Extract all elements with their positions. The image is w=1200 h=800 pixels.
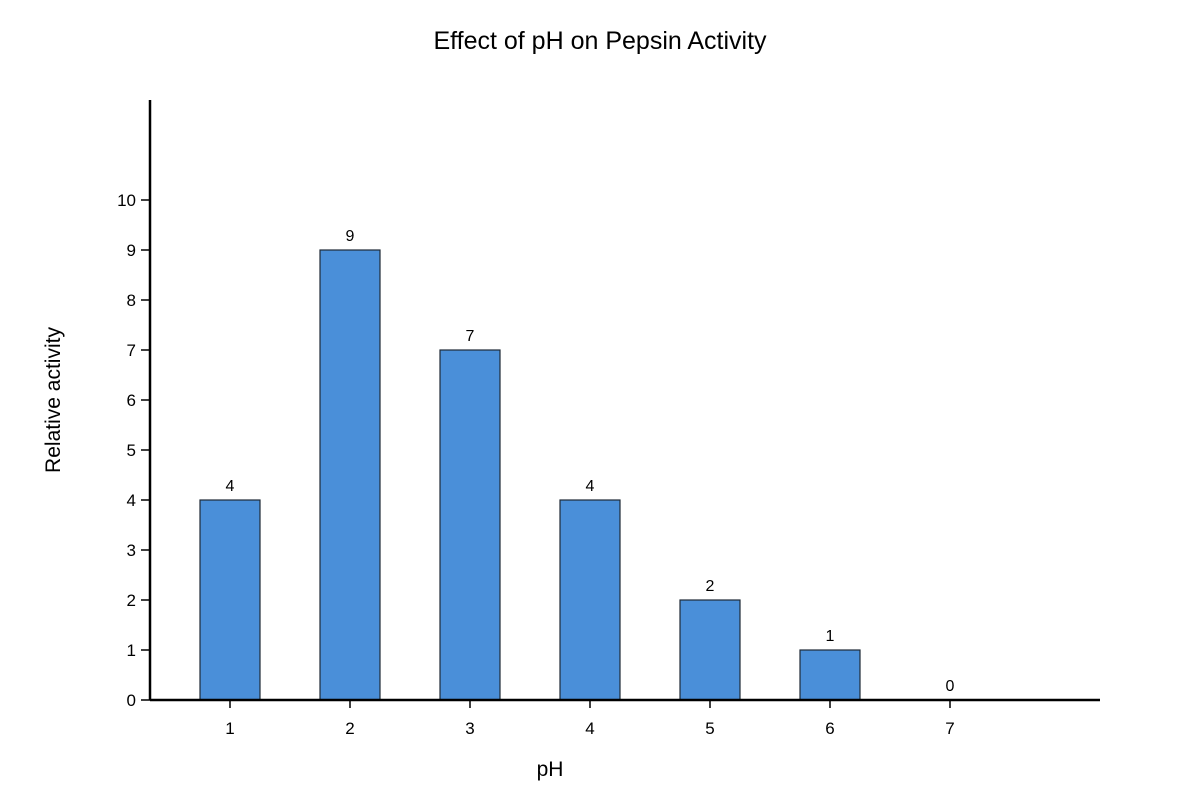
x-tick-label: 3 (465, 719, 474, 738)
y-tick-label: 0 (127, 691, 136, 710)
bar-ph-6 (799, 649, 861, 701)
x-axis-label: pH (537, 758, 564, 781)
data-labels-group: 4 9 7 4 2 1 0 (226, 228, 955, 695)
bar-ph-1 (199, 499, 261, 701)
data-label-ph-2: 9 (346, 228, 355, 245)
x-ticks-group: 1 2 3 4 5 6 7 (225, 700, 955, 738)
x-tick-label: 2 (345, 719, 354, 738)
bar-ph-4 (559, 499, 621, 701)
y-tick-label: 3 (127, 541, 136, 560)
y-ticks-group: 0 1 2 3 4 5 6 7 8 9 10 (117, 191, 150, 710)
chart-title: Effect of pH on Pepsin Activity (433, 27, 767, 55)
y-tick-label: 7 (127, 341, 136, 360)
data-label-ph-7: 0 (946, 678, 955, 695)
x-tick-label: 4 (585, 719, 594, 738)
data-label-ph-4: 4 (586, 478, 595, 495)
x-tick-label: 7 (945, 719, 954, 738)
y-tick-label: 9 (127, 241, 136, 260)
y-tick-label: 5 (127, 441, 136, 460)
data-label-ph-6: 1 (826, 628, 835, 645)
y-axis-label: Relative activity (42, 327, 65, 473)
bar-ph-2 (319, 249, 381, 701)
bar-ph-3 (439, 349, 501, 701)
x-tick-label: 6 (825, 719, 834, 738)
y-tick-label: 6 (127, 391, 136, 410)
y-tick-label: 8 (127, 291, 136, 310)
y-tick-label: 2 (127, 591, 136, 610)
data-label-ph-5: 2 (706, 578, 715, 595)
y-tick-label: 1 (127, 641, 136, 660)
x-tick-label: 1 (225, 719, 234, 738)
y-tick-label: 4 (127, 491, 136, 510)
y-tick-label: 10 (117, 191, 136, 210)
bars-group (199, 249, 861, 701)
bar-ph-5 (679, 599, 741, 701)
x-tick-label: 5 (705, 719, 714, 738)
data-label-ph-3: 7 (466, 328, 475, 345)
data-label-ph-1: 4 (226, 478, 235, 495)
